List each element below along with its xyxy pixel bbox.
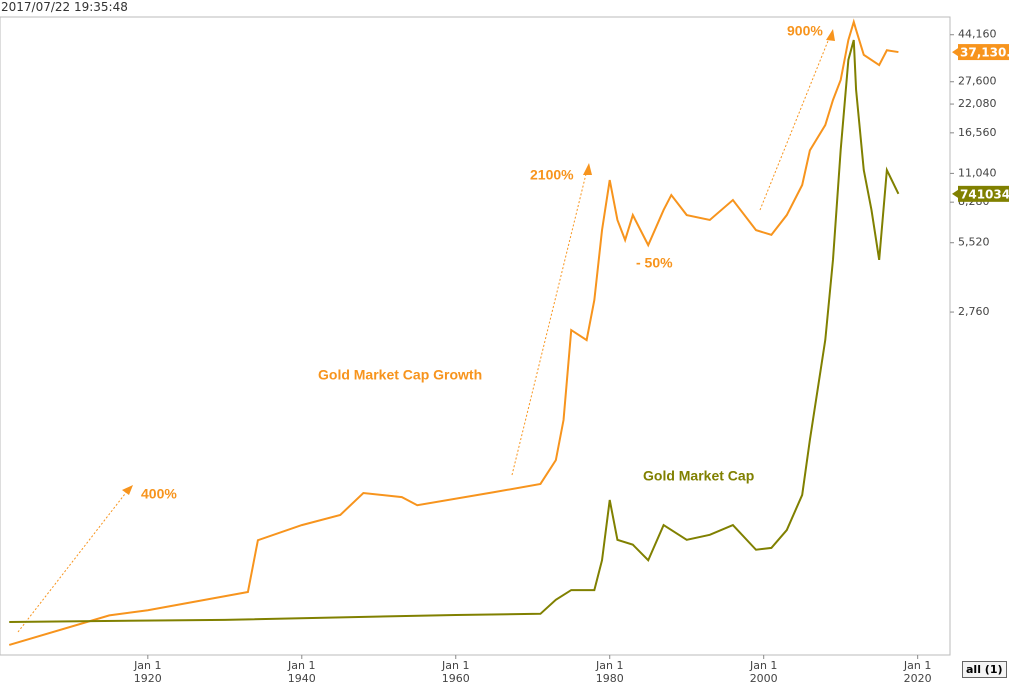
y-tick-label: 16,560 xyxy=(958,126,997,139)
arrow-head xyxy=(122,485,133,495)
y-tick-label: 44,160 xyxy=(958,28,997,41)
x-tick-label: Jan 1 2000 xyxy=(749,659,778,685)
annotation: Gold Market Cap xyxy=(643,468,754,484)
y-tick-label: 27,600 xyxy=(958,75,997,88)
x-tick-label: Jan 1 1940 xyxy=(287,659,316,685)
x-tick-label: Jan 1 1980 xyxy=(595,659,624,685)
arrow-head xyxy=(583,163,592,175)
y-tick-label: 5,520 xyxy=(958,236,990,249)
y-tick-label: 2,760 xyxy=(958,305,990,318)
all-button[interactable]: all (1) xyxy=(962,661,1007,678)
x-tick-label: Jan 1 2020 xyxy=(903,659,932,685)
x-tick-label: Jan 1 1920 xyxy=(133,659,162,685)
arrow-head xyxy=(826,29,835,41)
timestamp: 2017/07/22 19:35:48 xyxy=(1,0,128,14)
price-arrow xyxy=(952,189,958,198)
y-tick-label: 11,040 xyxy=(958,166,997,179)
annotation: Gold Market Cap Growth xyxy=(318,367,482,383)
series-line xyxy=(8,18,899,646)
arrow xyxy=(511,169,588,476)
y-tick-label: 22,080 xyxy=(958,97,997,110)
price-label: 7410343 xyxy=(960,187,1009,201)
x-tick-label: Jan 1 1960 xyxy=(441,659,470,685)
series-line xyxy=(9,39,900,623)
arrow xyxy=(759,35,831,211)
annotation: - 50% xyxy=(636,255,673,271)
arrows xyxy=(17,35,831,633)
annotation: 2100% xyxy=(530,167,574,183)
price-arrow xyxy=(952,48,958,57)
plot-frame xyxy=(0,16,951,656)
price-tag xyxy=(958,185,1009,202)
annotation: 900% xyxy=(787,23,823,39)
price-label: 37,130. xyxy=(960,46,1009,60)
annotation: 400% xyxy=(141,486,177,502)
arrow xyxy=(17,489,129,633)
price-tag xyxy=(958,44,1009,61)
